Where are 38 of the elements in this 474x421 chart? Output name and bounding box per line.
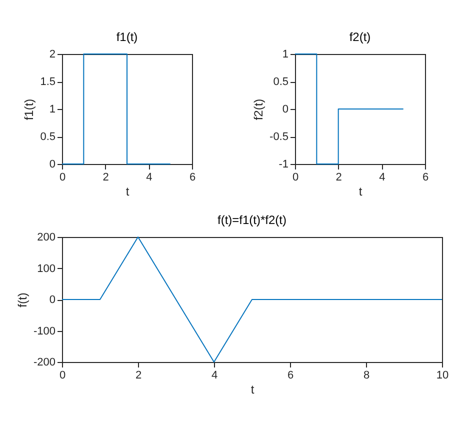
y-axis-title: f2(t): [252, 98, 266, 120]
x-tick-label: 0: [59, 172, 66, 184]
x-tick-label: 6: [189, 172, 196, 184]
chart-title: f1(t): [116, 30, 138, 44]
x-tick-label: 6: [287, 370, 294, 382]
x-tick-label: 2: [336, 172, 342, 184]
x-axis-title: t: [126, 184, 130, 198]
chart-title: f2(t): [349, 30, 371, 44]
x-tick-label: 0: [292, 172, 299, 184]
y-tick-label: -1: [278, 158, 288, 170]
x-axis-title: t: [250, 382, 255, 396]
y-tick-label: 1: [282, 48, 288, 60]
y-tick-label: 0: [49, 158, 56, 170]
x-tick-label: 8: [363, 370, 370, 382]
x-tick-label: 4: [211, 370, 218, 382]
x-tick-label: 2: [135, 370, 142, 382]
y-tick-label: 0: [49, 294, 56, 306]
y-tick-label: 0: [282, 104, 288, 116]
y-axis-title: f1(t): [22, 98, 36, 120]
y-tick-label: 2: [49, 48, 56, 60]
y-tick-label: 1: [49, 104, 56, 116]
x-tick-label: 10: [436, 370, 449, 382]
y-tick-label: 100: [37, 262, 56, 275]
chart-title: f(t)=f1(t)*f2(t): [217, 213, 287, 227]
x-tick-label: 2: [102, 172, 109, 184]
x-tick-label: 4: [146, 172, 152, 184]
y-tick-label: 0.5: [40, 131, 56, 143]
y-tick-label: -0.5: [270, 131, 288, 143]
x-tick-label: 0: [59, 370, 66, 382]
x-axis-title: t: [358, 184, 363, 198]
y-tick-label: 1.5: [40, 76, 56, 88]
y-tick-label: 0.5: [273, 76, 288, 88]
y-axis-title: f(t): [15, 292, 30, 308]
x-tick-label: 4: [379, 172, 386, 184]
y-tick-label: -100: [33, 325, 56, 338]
x-tick-label: 6: [422, 172, 429, 184]
y-tick-label: 200: [37, 232, 56, 244]
y-tick-label: -200: [33, 356, 56, 368]
